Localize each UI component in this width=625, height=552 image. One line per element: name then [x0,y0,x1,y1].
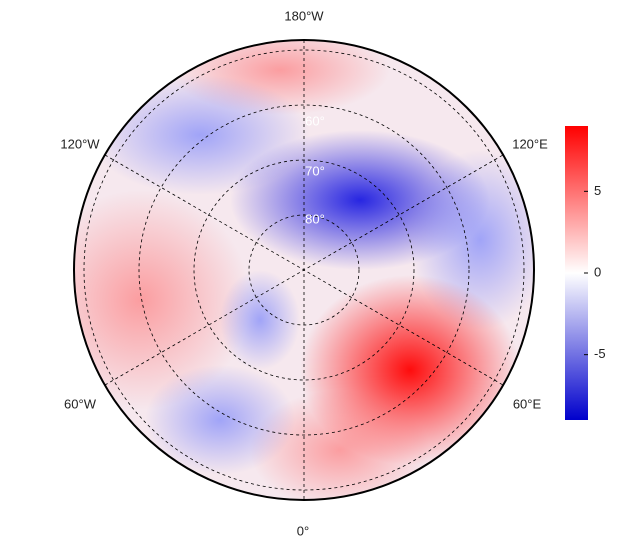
colorbar-tick-label: 0 [594,264,601,279]
lon-label: 180°W [284,8,324,23]
lon-label: 120°E [512,136,548,151]
lon-label: 0° [297,523,309,538]
colorbar-tick-label: 5 [594,183,601,198]
lat-label: 80° [305,211,325,226]
map-boundary [73,39,535,501]
lon-label: 120°W [60,136,100,151]
colorbar-tick-label: -5 [594,346,606,361]
lat-label: 60° [305,113,325,128]
lat-label: 70° [305,163,325,178]
colorbar [565,126,588,420]
lon-label: 60°W [64,396,97,411]
graticule [83,40,525,500]
lon-label: 60°E [513,396,542,411]
anomaly-field [74,40,534,500]
